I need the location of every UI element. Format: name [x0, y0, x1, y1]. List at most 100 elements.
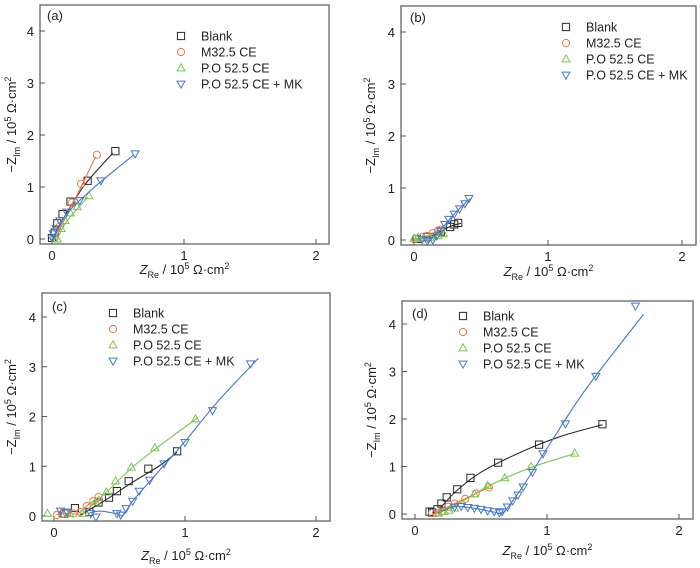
y-axis-label: −ZIm / 105 Ω·cm2 — [3, 77, 22, 173]
x-tick-label: 0 — [50, 525, 57, 540]
legend-item: P.O 52.5 CE + MK — [561, 69, 688, 83]
plot-area — [425, 302, 644, 518]
data-point — [112, 487, 121, 496]
legend-label: P.O 52.5 CE — [483, 342, 552, 356]
y-axis-label: −ZIm / 105 Ω·cm2 — [362, 78, 381, 174]
panel-tag: (c) — [52, 299, 67, 314]
data-point — [482, 507, 493, 516]
y-tick-label: 1 — [29, 459, 36, 474]
y-tick-label: 0 — [27, 232, 34, 247]
data-point — [446, 222, 455, 232]
legend-item: M32.5 CE — [176, 46, 257, 60]
data-point — [72, 201, 82, 211]
data-point — [534, 440, 544, 449]
data-point — [449, 503, 460, 513]
data-point — [518, 483, 529, 493]
x-tick-label: 0 — [410, 249, 417, 264]
panel-c: 0 1 2 0 1 2 3 4 (c) Blank M32.5 CE P.O 52.5 CE P.O 5… — [3, 292, 331, 566]
legend-item: Blank — [458, 310, 515, 324]
data-point — [456, 503, 467, 512]
legend-item: P.O 52.5 CE — [458, 342, 552, 356]
legend-label: P.O 52.5 CE + MK — [586, 69, 688, 83]
data-point — [422, 237, 433, 245]
series-blank — [425, 420, 607, 517]
x-tick-label: 2 — [312, 248, 319, 263]
x-tick-label: 1 — [181, 525, 188, 540]
data-point — [469, 504, 480, 514]
data-point — [435, 227, 446, 236]
legend: Blank M32.5 CE P.O 52.5 CE P.O 52.5 CE + MK — [108, 307, 235, 369]
x-tick-label: 1 — [544, 249, 551, 264]
legend-item: P.O 52.5 CE + MK — [108, 355, 235, 369]
legend-marker — [561, 22, 571, 32]
series-p-o-52-5-ce — [42, 413, 201, 517]
legend-marker — [108, 339, 118, 349]
legend-item: P.O 52.5 CE + MK — [458, 358, 585, 372]
legend-marker — [108, 324, 118, 334]
legend-label: Blank — [201, 30, 233, 44]
data-point — [144, 464, 153, 473]
plot-frame — [39, 4, 330, 245]
data-point — [134, 487, 144, 497]
data-point — [55, 217, 65, 226]
data-point — [431, 232, 442, 241]
data-point — [96, 177, 106, 186]
data-point — [464, 195, 474, 204]
legend-label: P.O 52.5 CE — [201, 62, 270, 76]
data-point — [62, 508, 72, 518]
data-point — [130, 150, 140, 159]
data-point — [67, 198, 76, 207]
legend: Blank M32.5 CE P.O 52.5 CE P.O 52.5 CE + MK — [176, 30, 303, 92]
data-point — [48, 230, 59, 239]
data-point — [76, 179, 86, 188]
legend-label: P.O 52.5 CE + MK — [201, 78, 303, 92]
data-point — [42, 508, 53, 517]
data-point — [489, 508, 500, 517]
series-p-o-52-5-ce-mk — [417, 195, 474, 245]
y-tick-label: 3 — [29, 360, 36, 375]
legend-label: P.O 52.5 CE + MK — [133, 355, 235, 369]
x-tick-label: 0 — [48, 248, 55, 263]
legend-label: Blank — [483, 310, 515, 324]
legend-item: M32.5 CE — [108, 323, 189, 337]
data-point — [598, 420, 607, 429]
data-point — [454, 218, 463, 227]
x-tick-label: 2 — [678, 249, 685, 264]
y-tick-label: 1 — [27, 180, 34, 195]
data-point — [482, 480, 493, 489]
legend-item: P.O 52.5 CE — [108, 339, 202, 353]
data-point — [121, 505, 131, 514]
y-tick-label: 3 — [389, 365, 396, 380]
data-point — [560, 420, 571, 429]
data-point — [591, 372, 601, 382]
y-tick-label: 1 — [389, 460, 396, 475]
legend-item: Blank — [561, 21, 618, 35]
fit-line — [441, 453, 575, 513]
panel-b: 0 1 2 0 1 2 3 4 (b) Blank M32.5 CE P.O 52.5 CE P.O 5… — [362, 5, 697, 282]
legend: Blank M32.5 CE P.O 52.5 CE P.O 52.5 CE + MK — [561, 21, 688, 83]
data-point — [494, 458, 503, 467]
y-tick-label: 3 — [27, 76, 34, 91]
panel-tag: (d) — [412, 306, 428, 321]
y-axis-label: −ZIm / 105 Ω·cm2 — [3, 359, 22, 455]
data-point — [432, 508, 441, 518]
x-tick-label: 1 — [180, 248, 187, 263]
data-point — [449, 210, 460, 220]
legend-label: P.O 52.5 CE — [133, 339, 202, 353]
data-point — [453, 485, 462, 494]
fit-line — [86, 417, 199, 511]
data-point — [180, 438, 190, 448]
x-axis-label: ZRe / 105 Ω·cm2 — [140, 547, 231, 566]
data-point — [159, 460, 169, 469]
legend-marker — [458, 342, 468, 352]
legend-marker — [176, 47, 186, 57]
data-point — [52, 233, 63, 243]
y-tick-label: 0 — [388, 233, 395, 248]
data-point — [64, 508, 75, 517]
plot-frame — [41, 292, 331, 522]
legend-marker — [176, 31, 186, 41]
fit-line — [55, 197, 89, 242]
y-tick-label: 2 — [27, 128, 34, 143]
legend-label: Blank — [586, 21, 618, 35]
data-point — [450, 220, 459, 229]
